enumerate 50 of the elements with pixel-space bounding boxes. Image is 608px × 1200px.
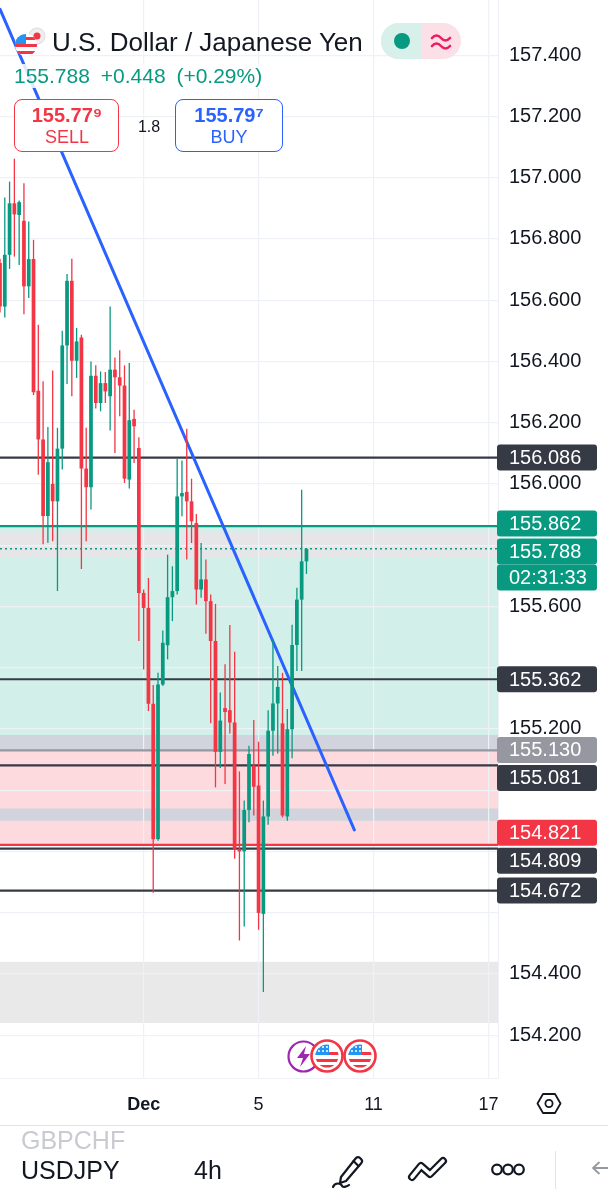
text: 4h: [194, 1155, 222, 1185]
candlestick: [275, 665, 280, 755]
candlestick: [141, 588, 146, 671]
ref-line-label: 154.809: [509, 849, 582, 872]
ref-line-label: 155.130: [509, 738, 582, 761]
ref-line-label: 154.821: [509, 821, 582, 844]
x-tick-label: Dec: [127, 1093, 161, 1114]
candlestick: [227, 624, 232, 735]
candlestick: [117, 349, 122, 417]
annotation: 1.8: [137, 117, 161, 137]
candlestick: [113, 356, 117, 454]
text: U.S. Dollar / Japanese Yen: [52, 27, 363, 58]
ref-line-label: 155.788: [509, 539, 582, 562]
y-tick-label: 154.200: [509, 1022, 582, 1045]
annotation: SELL: [44, 126, 90, 148]
ref-line-label: 155.362: [509, 667, 582, 690]
candlestick: [184, 428, 189, 561]
candlestick: [103, 371, 108, 404]
ref-line-label: 156.086: [509, 446, 582, 469]
ref-line-label: 154.672: [509, 879, 582, 902]
text: 02:31:33: [509, 565, 587, 588]
candlestick: [12, 157, 17, 258]
text: 155.788 +0.448 (+0.29%): [14, 64, 263, 89]
ref-line-label: 155.862: [509, 511, 582, 534]
y-tick-label: 156.600: [509, 287, 582, 310]
y-tick-label: 157.200: [509, 103, 582, 126]
y-tick-label: 155.600: [509, 593, 582, 616]
candlestick: [17, 199, 22, 266]
candlestick: [84, 427, 89, 542]
y-tick-label: 155.200: [509, 716, 582, 739]
x-tick-label: 11: [364, 1093, 383, 1114]
candlestick: [132, 409, 136, 464]
candlestick: [199, 542, 203, 599]
candlestick: [204, 558, 208, 635]
candlestick: [180, 459, 184, 517]
x-tick-label: 5: [253, 1093, 264, 1114]
y-tick-label: 156.800: [509, 226, 582, 249]
y-tick-label: 157.000: [509, 165, 582, 188]
y-tick-label: 157.400: [509, 42, 582, 65]
annotation: 155.77⁹: [31, 103, 103, 127]
candlestick: [50, 369, 55, 542]
annotation: BUY: [210, 126, 248, 148]
ref-line-label: 155.081: [509, 766, 582, 789]
y-tick-label: 154.400: [509, 961, 582, 984]
y-tick-label: 156.000: [509, 471, 582, 494]
annotation: 155.79⁷: [194, 103, 264, 127]
y-tick-label: 156.200: [509, 410, 582, 433]
y-tick-label: 156.400: [509, 348, 582, 371]
text: USDJPY: [21, 1155, 120, 1185]
x-tick-label: 17: [478, 1093, 499, 1114]
